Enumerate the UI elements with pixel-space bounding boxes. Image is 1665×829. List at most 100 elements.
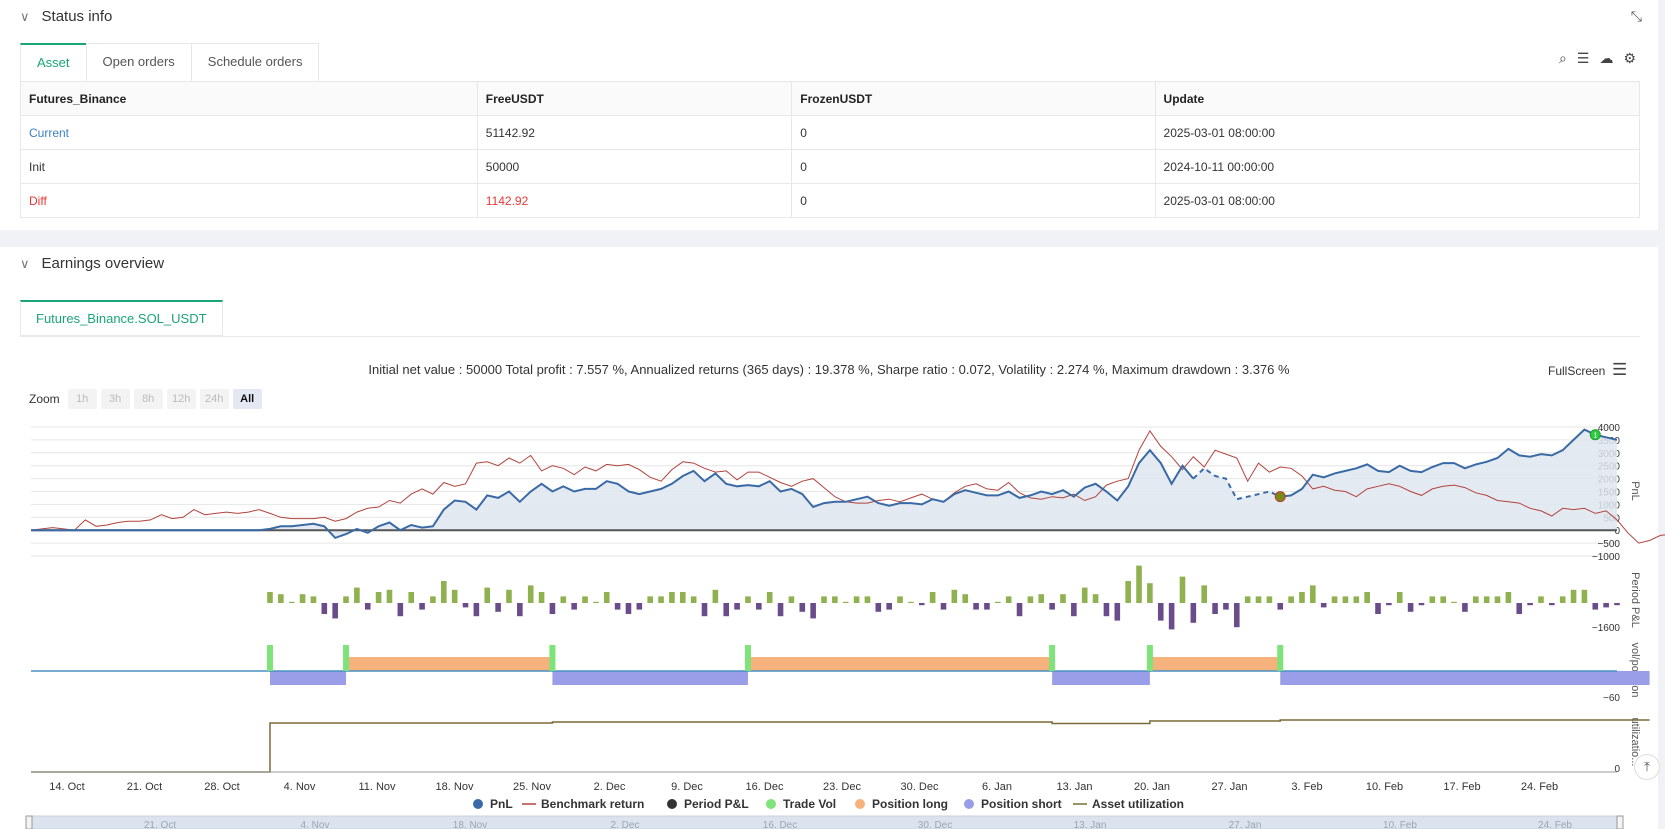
pnl-marker [1274,491,1286,503]
period-pnl-bar [571,603,577,610]
x-axis-tick: 11. Nov [358,781,396,793]
period-pnl-bar [1386,603,1392,606]
table-cell: 0 [791,149,1156,184]
pnl-marker-label: 1 [1593,433,1597,440]
navigator-tick: 10. Feb [1383,820,1417,829]
period-pnl-bar [929,592,936,603]
period-pnl-bar [484,587,491,603]
period-pnl-bar [1494,596,1501,603]
period-pnl-bar [734,603,740,610]
period-pnl-bar [1168,603,1175,630]
tab-asset[interactable]: Asset [20,43,87,81]
column-header[interactable]: Futures_Binance [20,81,478,116]
x-axis-tick: 17. Feb [1443,781,1480,793]
position-long-bar [747,657,1053,671]
position-short-bar [1280,671,1650,685]
tab-schedule-orders[interactable]: Schedule orders [190,43,320,81]
period-pnl-bar [506,589,512,603]
legend-dot-icon [964,799,974,809]
period-pnl-bar [560,596,567,603]
search-icon[interactable]: ⌕ [1559,50,1567,66]
gear-icon[interactable]: ⚙ [1623,50,1636,66]
zoom-8h-button[interactable]: 8h [133,389,163,409]
period-pnl-bar [636,603,643,610]
legend-item: Trade Vol [783,797,836,811]
earnings-overview-header[interactable]: ∨ Earnings overview [20,255,164,272]
table-cell: 0 [791,183,1156,218]
position-short-bar [269,671,347,685]
period-pnl-bar [766,592,773,603]
period-pnl-bar [527,585,534,603]
pnl-axis-tick: −500 [1597,539,1620,550]
x-axis-tick: 25. Nov [513,781,551,793]
period-pnl-bar [625,603,632,614]
x-axis-tick: 27. Jan [1211,781,1247,793]
chart-menu-icon[interactable]: ☰ [1612,360,1628,379]
period-pnl-bar [918,603,925,606]
period-pnl-bar [745,596,751,603]
period-pnl-bar [343,596,349,603]
tab-futures-binance-sol-usdt[interactable]: Futures_Binance.SOL_USDT [20,300,223,336]
zoom-1h-button[interactable]: 1h [67,389,97,409]
period-pnl-bar [712,589,719,603]
period-pnl-bar [1407,603,1414,612]
period-pnl-bar [1353,596,1360,603]
period-pnl-bar [419,603,425,610]
column-header[interactable]: FrozenUSDT [791,81,1156,116]
pnl-line-dashed [1192,467,1281,501]
period-pnl-bar [842,601,849,603]
period-pnl-bar [658,596,664,603]
util-axis-label: utilizatio... [1629,718,1641,767]
x-axis-tick: 14. Oct [49,781,84,793]
period-pnl-bar [1266,596,1273,603]
tab-open-orders[interactable]: Open orders [85,43,192,81]
table-cell: 1142.92 [476,183,793,218]
position-short-bar [552,671,748,685]
period-pnl-bar [810,603,816,619]
period-pnl-bar [1592,603,1599,610]
earnings-overview-panel: ∨ Earnings overview [0,247,1658,829]
scroll-to-top-button[interactable]: ⤒ [1634,754,1660,780]
period-pnl-bar [875,603,882,612]
period-pnl-bar [788,596,795,603]
cloud-download-icon[interactable]: ☁ [1599,50,1614,66]
collapse-chevron-icon[interactable]: ∨ [20,255,30,271]
period-pnl-bar [1549,603,1555,606]
period-pnl-bar [1483,596,1490,603]
zoom-24h-button[interactable]: 24h [199,389,229,409]
legend-item: Position long [872,797,948,811]
fullscreen-button[interactable]: FullScreen [1548,364,1606,378]
period-pnl-bar [1233,603,1240,628]
period-pnl-bar [756,603,762,610]
period-pnl-bar [669,592,675,603]
period-pnl-bar [1027,596,1034,603]
list-icon[interactable]: ☰ [1576,50,1590,66]
period-pnl-bar [332,603,338,619]
period-pnl-bar [354,587,360,603]
period-pnl-bar [1244,596,1251,603]
pnl-line [1280,428,1618,498]
navigator-tick: 21. Oct [144,820,176,829]
collapse-chevron-icon[interactable]: ∨ [20,8,30,24]
x-axis-tick: 2. Dec [594,781,626,793]
zoom-label: Zoom [29,392,60,406]
column-header[interactable]: Update [1154,81,1641,116]
zoom-12h-button[interactable]: 12h [166,389,196,409]
table-row: Diff 1142.92 0 2025-03-01 08:00:00 [20,183,1641,218]
period-pnl-bar [321,603,328,614]
expand-icon[interactable]: ⤡ [1630,8,1642,24]
period-pnl-bar [1581,589,1588,603]
period-pnl-bar [267,592,273,603]
period-pnl-bar [908,601,914,603]
period-pnl-bar [288,601,295,603]
pnl-line [31,448,1195,540]
status-info-header[interactable]: ∨ Status info [20,8,112,25]
navigator-tick: 13. Jan [1074,820,1107,829]
legend-item: Position short [981,797,1062,811]
period-pnl-bar [1364,592,1370,603]
period-pnl-bar [1201,585,1208,603]
period-pnl-bar [1049,603,1055,610]
zoom-all-button[interactable]: All [232,389,262,409]
zoom-3h-button[interactable]: 3h [100,389,130,409]
